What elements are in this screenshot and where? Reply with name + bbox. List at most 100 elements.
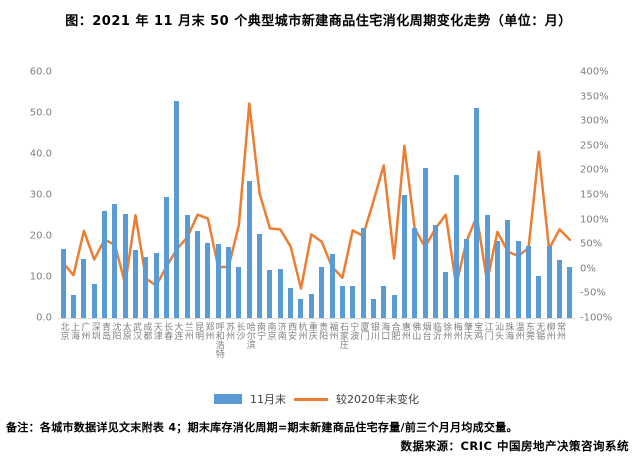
x-axis-label: 宝鸡	[472, 322, 483, 340]
y-axis-tick-left: 20.0	[29, 230, 52, 242]
bar	[329, 254, 335, 318]
x-axis-label: 武汉	[131, 322, 142, 340]
bar	[184, 215, 190, 318]
bar	[112, 204, 118, 318]
bar	[226, 247, 232, 318]
x-axis-label: 西安	[286, 322, 297, 340]
bar	[556, 259, 562, 318]
bar	[71, 295, 76, 318]
x-axis-label: 深圳	[89, 322, 100, 340]
x-axis-label: 苏州	[224, 322, 235, 340]
x-axis-label: 沈阳	[110, 322, 121, 340]
x-axis-label: 梅州	[451, 322, 462, 340]
bar	[298, 298, 304, 318]
bar	[246, 181, 252, 318]
x-axis-label: 重庆	[306, 322, 317, 340]
bar	[391, 295, 397, 318]
x-axis-label: 兰州	[182, 322, 193, 340]
y-axis-tick-left: 10.0	[29, 271, 52, 283]
bar	[494, 240, 500, 318]
x-axis-label: 哈尔滨	[244, 322, 255, 349]
bar	[319, 267, 325, 318]
bar	[164, 196, 170, 318]
x-axis-label: 常州	[554, 322, 565, 340]
bar	[350, 286, 356, 318]
x-axis-label: 南宁	[255, 322, 266, 340]
bar	[91, 283, 97, 318]
bar	[463, 238, 469, 318]
footnote-remark: 备注：各城市数据详见文末附表 4；期末库存消化周期=期末新建商品住宅存量/前三个…	[6, 421, 518, 434]
change-line	[61, 102, 572, 290]
bar	[525, 245, 531, 318]
x-axis-label: 广州	[79, 322, 90, 340]
bar	[401, 195, 407, 318]
y-axis-tick-right: 300%	[580, 115, 609, 127]
x-axis-label: 银川	[368, 322, 379, 340]
bar	[195, 230, 201, 318]
bar	[174, 101, 180, 318]
y-axis-tick-right: 400%	[580, 66, 609, 78]
y-axis-tick-left: 60.0	[29, 66, 52, 78]
x-axis-label: 成都	[141, 322, 152, 340]
bar	[133, 249, 139, 318]
x-axis-label: 南京	[265, 322, 276, 340]
bar	[381, 286, 387, 318]
x-axis-label: 合肥	[389, 322, 400, 340]
x-axis-label: 呼和浩特	[213, 322, 224, 358]
x-axis-label: 石家庄	[337, 322, 348, 349]
x-axis-label: 海口	[379, 322, 390, 340]
bar	[277, 268, 283, 318]
x-axis-label: 长沙	[234, 322, 245, 340]
x-axis-label: 北京	[58, 322, 69, 340]
bar	[60, 248, 66, 318]
legend-line-label: 较2020年末变化	[336, 393, 419, 406]
bar	[153, 253, 159, 318]
x-axis-label: 上海	[69, 322, 79, 340]
bar	[102, 210, 108, 318]
legend: 11月末 较2020年末变化	[58, 391, 575, 407]
plot-area	[58, 72, 575, 319]
bar	[360, 228, 366, 318]
y-axis-tick-right: 0%	[580, 263, 596, 275]
y-axis-tick-right: -50%	[580, 287, 606, 299]
y-axis-tick-right: 100%	[580, 214, 609, 226]
x-axis-label: 柳州	[544, 322, 555, 340]
y-axis-tick-right: 50%	[580, 238, 603, 250]
bar	[412, 228, 418, 318]
bar	[567, 267, 573, 318]
bar	[453, 175, 459, 318]
x-axis-label: 温州	[513, 322, 524, 340]
page-title: 图：2021 年 11 月末 50 个典型城市新建商品住宅消化周期变化走势（单位…	[65, 14, 572, 29]
y-axis-tick-right: 200%	[580, 164, 609, 176]
y-axis-tick-left: 0.0	[36, 312, 52, 324]
x-axis-label: 汕头	[492, 322, 503, 340]
bar	[515, 240, 521, 318]
bar	[432, 224, 438, 318]
x-axis-label: 临沂	[430, 322, 441, 340]
x-axis-label: 大连	[172, 322, 183, 340]
x-axis-label: 惠州	[399, 322, 410, 340]
y-axis-tick-right: 350%	[580, 91, 609, 103]
x-axis-label: 宁波	[348, 322, 359, 340]
bar	[236, 267, 242, 318]
x-axis-label: 东莞	[523, 322, 534, 340]
x-axis-label: 青岛	[100, 322, 111, 340]
x-axis-label: 天津	[151, 322, 162, 340]
bar	[422, 167, 428, 318]
y-axis-tick-left: 30.0	[29, 189, 52, 201]
bar	[474, 108, 480, 318]
y-axis-tick-right: 150%	[580, 189, 609, 201]
x-axis-label: 济南	[275, 322, 286, 340]
x-axis-label: 肇庆	[461, 322, 472, 340]
bar	[546, 245, 552, 318]
bar	[205, 243, 211, 318]
bar	[81, 258, 87, 318]
data-source: 数据来源：CRIC 中国房地产决策咨询系统	[400, 439, 629, 453]
x-axis-label: 太原	[120, 322, 131, 340]
x-axis-label: 昆明	[193, 322, 204, 340]
x-axis-label: 福州	[327, 322, 338, 340]
bar	[370, 298, 376, 318]
legend-bar-swatch	[214, 394, 242, 404]
x-axis-label: 杭州	[296, 322, 307, 340]
y-axis-tick-left: 40.0	[29, 148, 52, 160]
